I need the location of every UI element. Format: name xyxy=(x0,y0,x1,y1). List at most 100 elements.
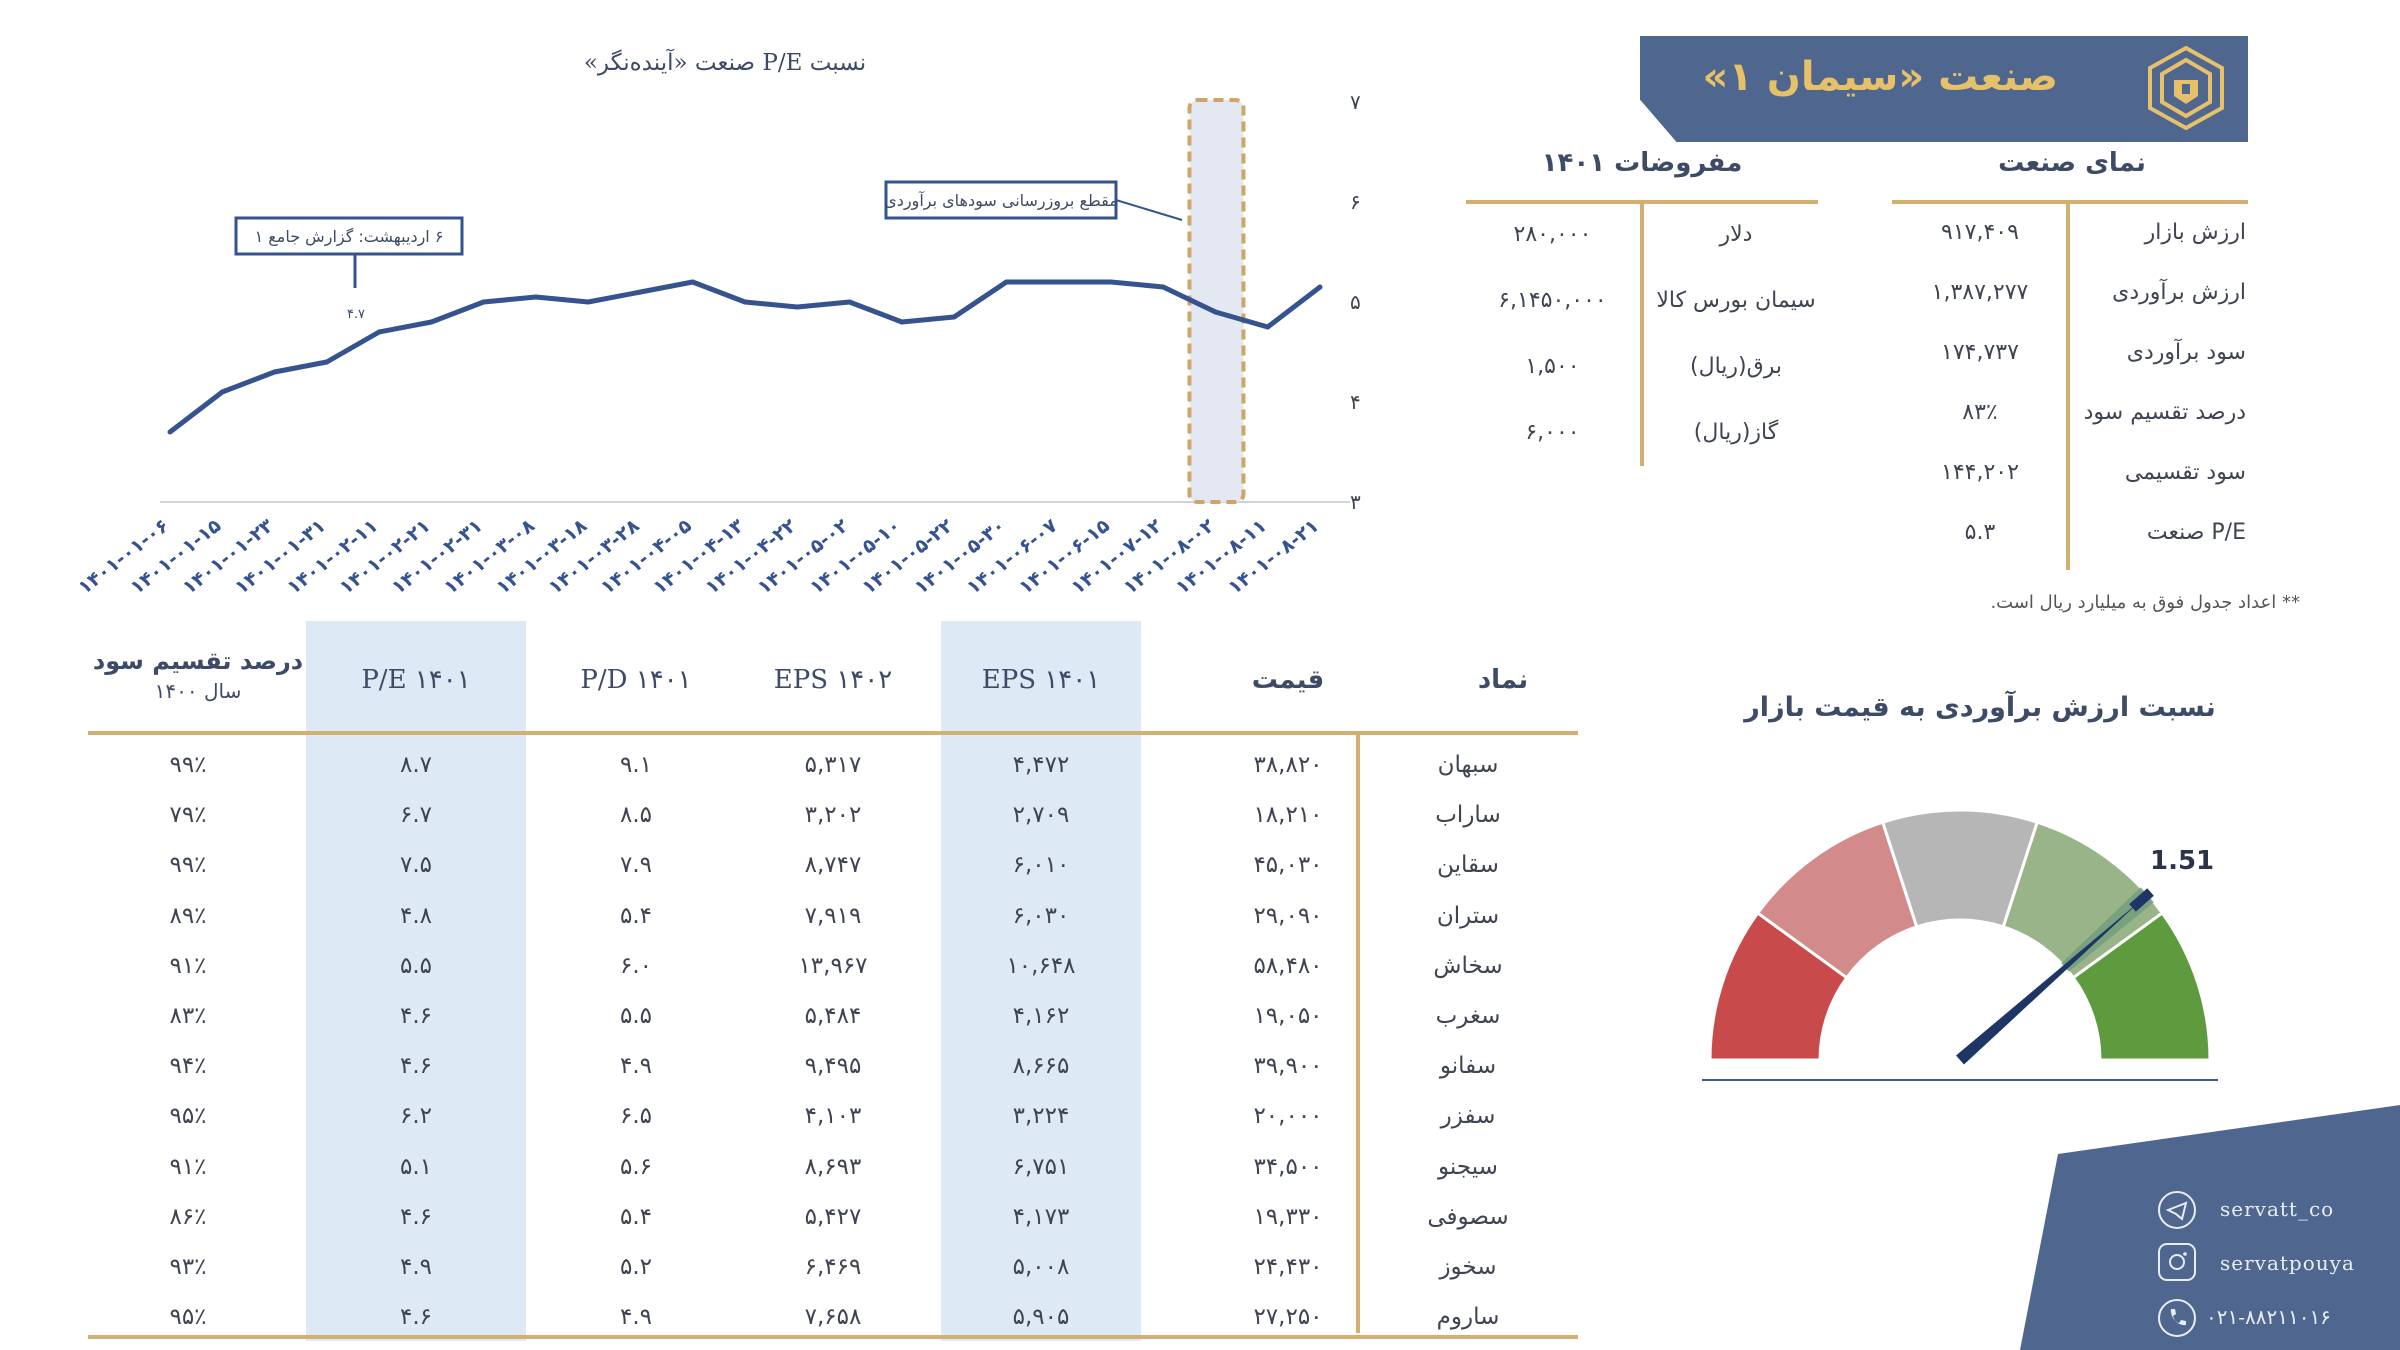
table-row: سیجنو ۳۴,۵۰۰ ۶,۷۵۱ ۸,۶۹۳ ۵.۶ ۵.۱ ۹۱٪ xyxy=(88,1142,1578,1192)
industry-value: ۱۴۴,۲۰۲ xyxy=(1941,460,2019,485)
industry-value: ۹۱۷,۴۰۹ xyxy=(1941,220,2019,245)
cell-eps1401: ۴,۱۷۳ xyxy=(1012,1203,1070,1230)
gauge-needle-icon xyxy=(1956,898,2144,1065)
pe-data-point xyxy=(1056,279,1062,285)
phone-icon[interactable] xyxy=(2158,1299,2196,1337)
industry-value: ۸۳٪ xyxy=(1962,400,1998,425)
pe-data-point xyxy=(481,299,487,305)
assumptions-title: مفروضات ۱۴۰۱ xyxy=(1541,148,1743,178)
y-tick-label: ۶ xyxy=(1350,190,1361,214)
assumption-label: دلار xyxy=(1719,222,1753,247)
table-row: ستران ۲۹,۰۹۰ ۶,۰۳۰ ۷,۹۱۹ ۵.۴ ۴.۸ ۸۹٪ xyxy=(88,891,1578,941)
pe-data-point xyxy=(1003,279,1009,285)
pe-data-point xyxy=(428,319,434,325)
cell-eps1401: ۴,۱۶۲ xyxy=(1012,1003,1070,1029)
cell-symbol: سبهان xyxy=(1437,752,1499,778)
gauge-needle-tip xyxy=(2129,888,2154,912)
cell-eps1402: ۴,۱۰۳ xyxy=(804,1103,862,1130)
table-row: سفانو ۳۹,۹۰۰ ۸,۶۶۵ ۹,۴۹۵ ۴.۹ ۴.۶ ۹۴٪ xyxy=(88,1041,1578,1091)
report-callout-box xyxy=(234,216,464,256)
cell-symbol: سفانو xyxy=(1439,1053,1497,1080)
cell-eps1401: ۶,۰۱۰ xyxy=(1012,852,1070,879)
gauge-title: نسبت ارزش برآوردی به قیمت بازار xyxy=(1744,692,2216,723)
update-callout-leader xyxy=(1115,199,1183,221)
cell-pd: ۵.۲ xyxy=(619,1254,653,1280)
header-eps1401: EPS ۱۴۰۱ xyxy=(981,665,1101,695)
cell-price: ۱۹,۰۵۰ xyxy=(1253,1003,1323,1029)
pe-data-point xyxy=(167,429,173,435)
industry-divider xyxy=(2066,204,2070,570)
table-footer-rule xyxy=(88,1335,1578,1339)
cell-pd: ۸.۵ xyxy=(619,802,653,829)
telegram-handle[interactable]: servatt_co xyxy=(2220,1197,2335,1221)
cell-eps1401: ۵,۰۰۸ xyxy=(1012,1254,1070,1280)
instagram-icon[interactable] xyxy=(2158,1243,2196,1281)
cell-eps1402: ۶,۴۶۹ xyxy=(804,1254,862,1280)
pe-data-point xyxy=(272,369,278,375)
pe-data-point xyxy=(533,294,539,300)
cell-pe: ۴.۶ xyxy=(399,1003,433,1029)
chart-title: نسبت P/E صنعت «آینده‌نگر» xyxy=(583,50,867,76)
cell-price: ۱۹,۳۳۰ xyxy=(1253,1203,1323,1230)
cell-pe: ۴.۸ xyxy=(399,902,433,929)
cell-eps1402: ۷,۶۵۸ xyxy=(804,1304,862,1331)
table-row: سخوز ۲۴,۴۳۰ ۵,۰۰۸ ۶,۴۶۹ ۵.۲ ۴.۹ ۹۳٪ xyxy=(88,1242,1578,1292)
cell-symbol: سیجنو xyxy=(1438,1153,1498,1180)
cell-symbol: سغرب xyxy=(1435,1003,1501,1029)
cell-pe: ۵.۵ xyxy=(399,952,433,979)
cell-div: ۹۳٪ xyxy=(169,1254,207,1280)
cell-pd: ۵.۴ xyxy=(619,902,653,929)
assumptions-divider xyxy=(1640,204,1644,466)
y-tick-label: ۷ xyxy=(1350,90,1361,114)
cell-div: ۹۵٪ xyxy=(169,1304,207,1331)
cell-price: ۲۴,۴۳۰ xyxy=(1253,1254,1323,1280)
pe-data-point xyxy=(1160,284,1166,290)
pe-data-point xyxy=(219,389,225,395)
pe-data-point xyxy=(1265,324,1271,330)
instagram-handle[interactable]: servatpouya xyxy=(2220,1251,2355,1275)
industry-title: نمای صنعت xyxy=(1998,148,2146,178)
cell-div: ۸۹٪ xyxy=(169,902,207,929)
cell-pe: ۴.۶ xyxy=(399,1203,433,1230)
assumptions-rule xyxy=(1466,200,1818,204)
footer-panel: servatt_co servatpouya ۰۲۱-۸۸۲۱۱۰۱۶ xyxy=(2020,1105,2400,1350)
cell-pd: ۶.۰ xyxy=(619,952,653,979)
cell-symbol: سصوفی xyxy=(1427,1203,1509,1230)
page-title: صنعت «سیمان ۱» xyxy=(1702,54,2059,100)
cell-pd: ۹.۱ xyxy=(619,752,653,778)
pe-data-point xyxy=(1317,284,1323,290)
header-pe: P/E ۱۴۰۱ xyxy=(361,665,471,695)
cell-eps1401: ۶,۷۵۱ xyxy=(1012,1153,1070,1180)
industry-note: ** اعداد جدول فوق به میلیارد ریال است. xyxy=(1990,592,2300,613)
cell-eps1402: ۸,۶۹۳ xyxy=(804,1153,862,1180)
cell-eps1401: ۸,۶۶۵ xyxy=(1012,1053,1070,1080)
cell-price: ۵۸,۴۸۰ xyxy=(1253,952,1323,979)
pe-data-point xyxy=(376,329,382,335)
cell-pe: ۵.۱ xyxy=(399,1153,433,1180)
cell-pd: ۴.۹ xyxy=(619,1053,653,1080)
cell-price: ۱۸,۲۱۰ xyxy=(1253,802,1323,829)
pe-data-point xyxy=(951,314,957,320)
cell-pe: ۴.۶ xyxy=(399,1053,433,1080)
cell-price: ۲۹,۰۹۰ xyxy=(1253,902,1323,929)
table-row: سبهان ۳۸,۸۲۰ ۴,۴۷۲ ۵,۳۱۷ ۹.۱ ۸.۷ ۹۹٪ xyxy=(88,740,1578,790)
table-row: سفزر ۲۰,۰۰۰ ۳,۲۲۴ ۴,۱۰۳ ۶.۵ ۶.۲ ۹۵٪ xyxy=(88,1091,1578,1141)
cell-pd: ۶.۵ xyxy=(619,1103,653,1130)
cell-symbol: ساروم xyxy=(1436,1304,1500,1331)
industry-label: ارزش بازار xyxy=(2144,220,2246,245)
assumption-value: ۲۸۰,۰۰۰ xyxy=(1513,222,1592,247)
update-callout-box xyxy=(884,180,1118,220)
cell-eps1401: ۴,۴۷۲ xyxy=(1012,752,1070,778)
cell-eps1402: ۳,۲۰۲ xyxy=(804,802,862,829)
assumption-label: برق(ریال) xyxy=(1690,354,1782,379)
cell-div: ۸۶٪ xyxy=(169,1203,207,1230)
cell-pe: ۴.۹ xyxy=(399,1254,433,1280)
table-row: ساروم ۲۷,۲۵۰ ۵,۹۰۵ ۷,۶۵۸ ۴.۹ ۴.۶ ۹۵٪ xyxy=(88,1292,1578,1342)
pe-data-point xyxy=(742,299,748,305)
header-symbol: نماد xyxy=(1477,665,1529,695)
phone-number[interactable]: ۰۲۱-۸۸۲۱۱۰۱۶ xyxy=(2206,1305,2331,1329)
cell-eps1402: ۱۳,۹۶۷ xyxy=(798,952,868,979)
cell-eps1401: ۵,۹۰۵ xyxy=(1012,1304,1070,1331)
telegram-icon[interactable] xyxy=(2158,1191,2196,1229)
